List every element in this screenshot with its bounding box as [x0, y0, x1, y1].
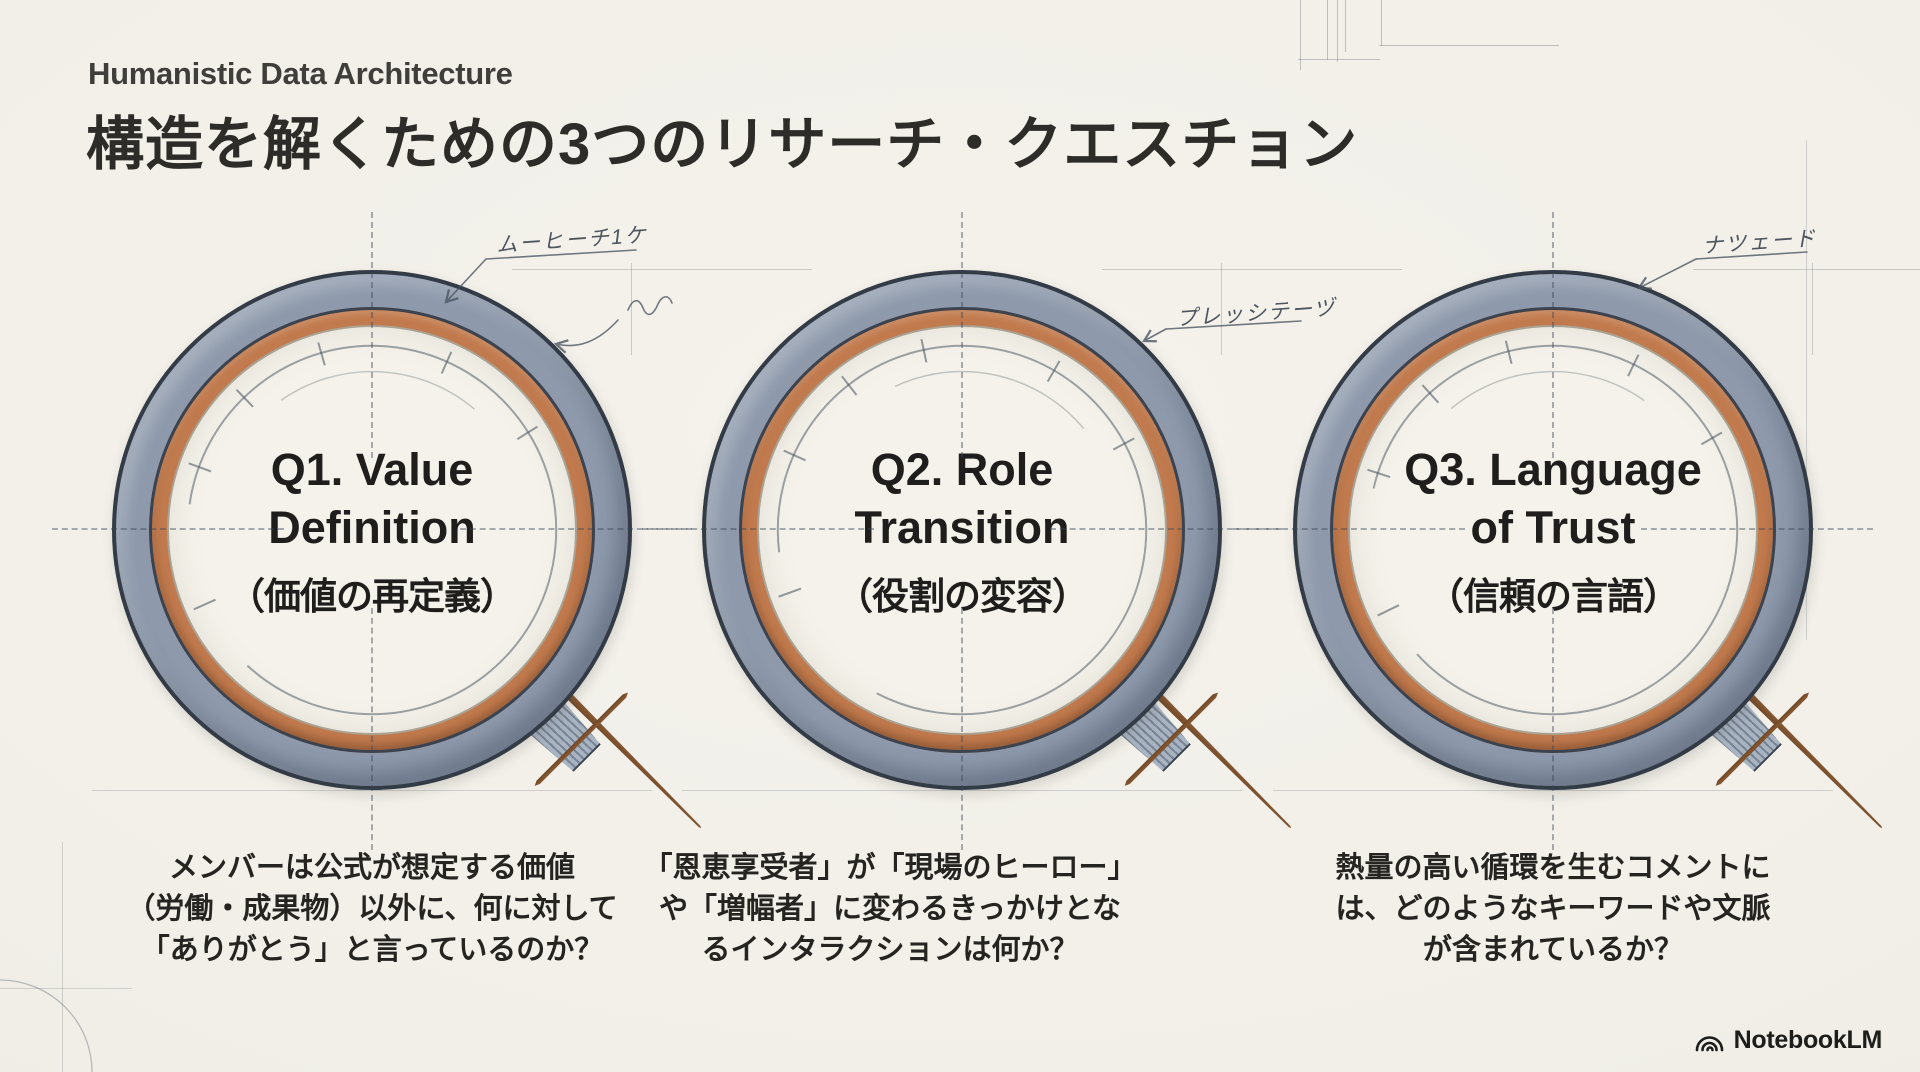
- slide-kicker: Humanistic Data Architecture: [88, 56, 513, 91]
- blueprint-line: [1327, 0, 1328, 60]
- lens-face: Q3. Language of Trust （信頼の言語）: [1348, 325, 1758, 735]
- blueprint-line: [1298, 59, 1380, 60]
- tangent-guide: [1693, 269, 1920, 270]
- crosshair-guide: [961, 608, 963, 850]
- description-q3: 熱量の高い循環を生むコメントに は、どのようなキーワードや文脈 が含まれているか…: [1335, 852, 1771, 967]
- lens-ring-outer: Q3. Language of Trust （信頼の言語）: [1293, 270, 1813, 790]
- tangent-guide: [1273, 790, 1833, 791]
- question-title-en: Q3. Language of Trust: [1404, 443, 1702, 554]
- crosshair-guide: [1552, 608, 1554, 850]
- blueprint-line: [1381, 0, 1382, 46]
- crosshair-guide: [371, 212, 373, 458]
- lens-sketch-arcs: [186, 342, 558, 716]
- tangent-guide: [682, 790, 1242, 791]
- crosshair-guide: [460, 528, 692, 530]
- question-title-ja: （役割の変容）: [836, 575, 1089, 617]
- lens-ring-outer: Q2. Role Transition （役割の変容）: [702, 270, 1222, 790]
- tangent-guide: [92, 790, 652, 791]
- blueprint-corner-arc: [0, 979, 93, 1072]
- tangent-guide: [631, 263, 632, 355]
- question-label-q2: Q2. Role Transition （役割の変容）: [759, 327, 1165, 733]
- lens-ring-copper: Q1. Value Definition （価値の再定義）: [149, 307, 595, 753]
- question-title-ja: （価値の再定義）: [228, 575, 517, 617]
- description-q2: 「恩恵享受者」が「現場のヒーロー」 や「増幅者」に変わるきっかけとな るインタラ…: [643, 852, 1137, 967]
- crosshair-guide: [642, 528, 874, 530]
- lens-face: Q2. Role Transition （役割の変容）: [757, 325, 1167, 735]
- crosshair-guide: [1641, 528, 1873, 530]
- blueprint-line: [1300, 0, 1301, 70]
- notebooklm-wordmark: NotebookLM: [1733, 1026, 1883, 1054]
- crosshair-guide: [1050, 528, 1282, 530]
- question-title-en: Q1. Value Definition: [268, 443, 476, 554]
- lens-face: Q1. Value Definition （価値の再定義）: [167, 325, 577, 735]
- crosshair-guide: [371, 608, 373, 850]
- description-q1: メンバーは公式が想定する価値 （労働・成果物）以外に、何に対して 「ありがとう」…: [126, 852, 618, 967]
- crosshair-guide: [52, 528, 284, 530]
- blueprint-line: [1345, 0, 1346, 52]
- blueprint-line: [1806, 140, 1807, 640]
- lens-sketch-arcs: [776, 338, 1148, 716]
- blueprint-line: [0, 988, 132, 989]
- tangent-guide: [1812, 263, 1813, 355]
- blueprint-line: [1337, 0, 1338, 62]
- crosshair-guide: [961, 212, 963, 458]
- blueprint-line: [62, 842, 63, 1072]
- crosshair-guide: [1233, 528, 1465, 530]
- tangent-guide: [512, 269, 812, 270]
- lens-sketch-arcs: [1367, 340, 1739, 716]
- question-label-q3: Q3. Language of Trust （信頼の言語）: [1350, 327, 1756, 733]
- notebooklm-logo: NotebookLM: [1694, 1026, 1882, 1055]
- lens-ring-copper: Q3. Language of Trust （信頼の言語）: [1330, 307, 1776, 753]
- lens-ring-outer: Q1. Value Definition （価値の再定義）: [112, 270, 632, 790]
- notebooklm-icon: [1695, 1036, 1723, 1052]
- magnifier-q1: Q1. Value Definition （価値の再定義）: [52, 212, 812, 850]
- question-label-q1: Q1. Value Definition （価値の再定義）: [169, 327, 575, 733]
- question-title-en: Q2. Role Transition: [854, 443, 1070, 554]
- lens-ring-copper: Q2. Role Transition （役割の変容）: [739, 307, 1185, 753]
- magnifier-q2: Q2. Role Transition （役割の変容）: [642, 212, 1402, 850]
- magnifier-q3: Q3. Language of Trust （信頼の言語）: [1233, 212, 1920, 850]
- crosshair-guide: [1552, 212, 1554, 458]
- page-title: 構造を解くための3つのリサーチ・クエスチョン: [86, 112, 1359, 177]
- tangent-guide: [1102, 269, 1402, 270]
- tangent-guide: [1221, 263, 1222, 355]
- blueprint-line: [1379, 45, 1559, 46]
- question-title-ja: （信頼の言語）: [1427, 575, 1680, 617]
